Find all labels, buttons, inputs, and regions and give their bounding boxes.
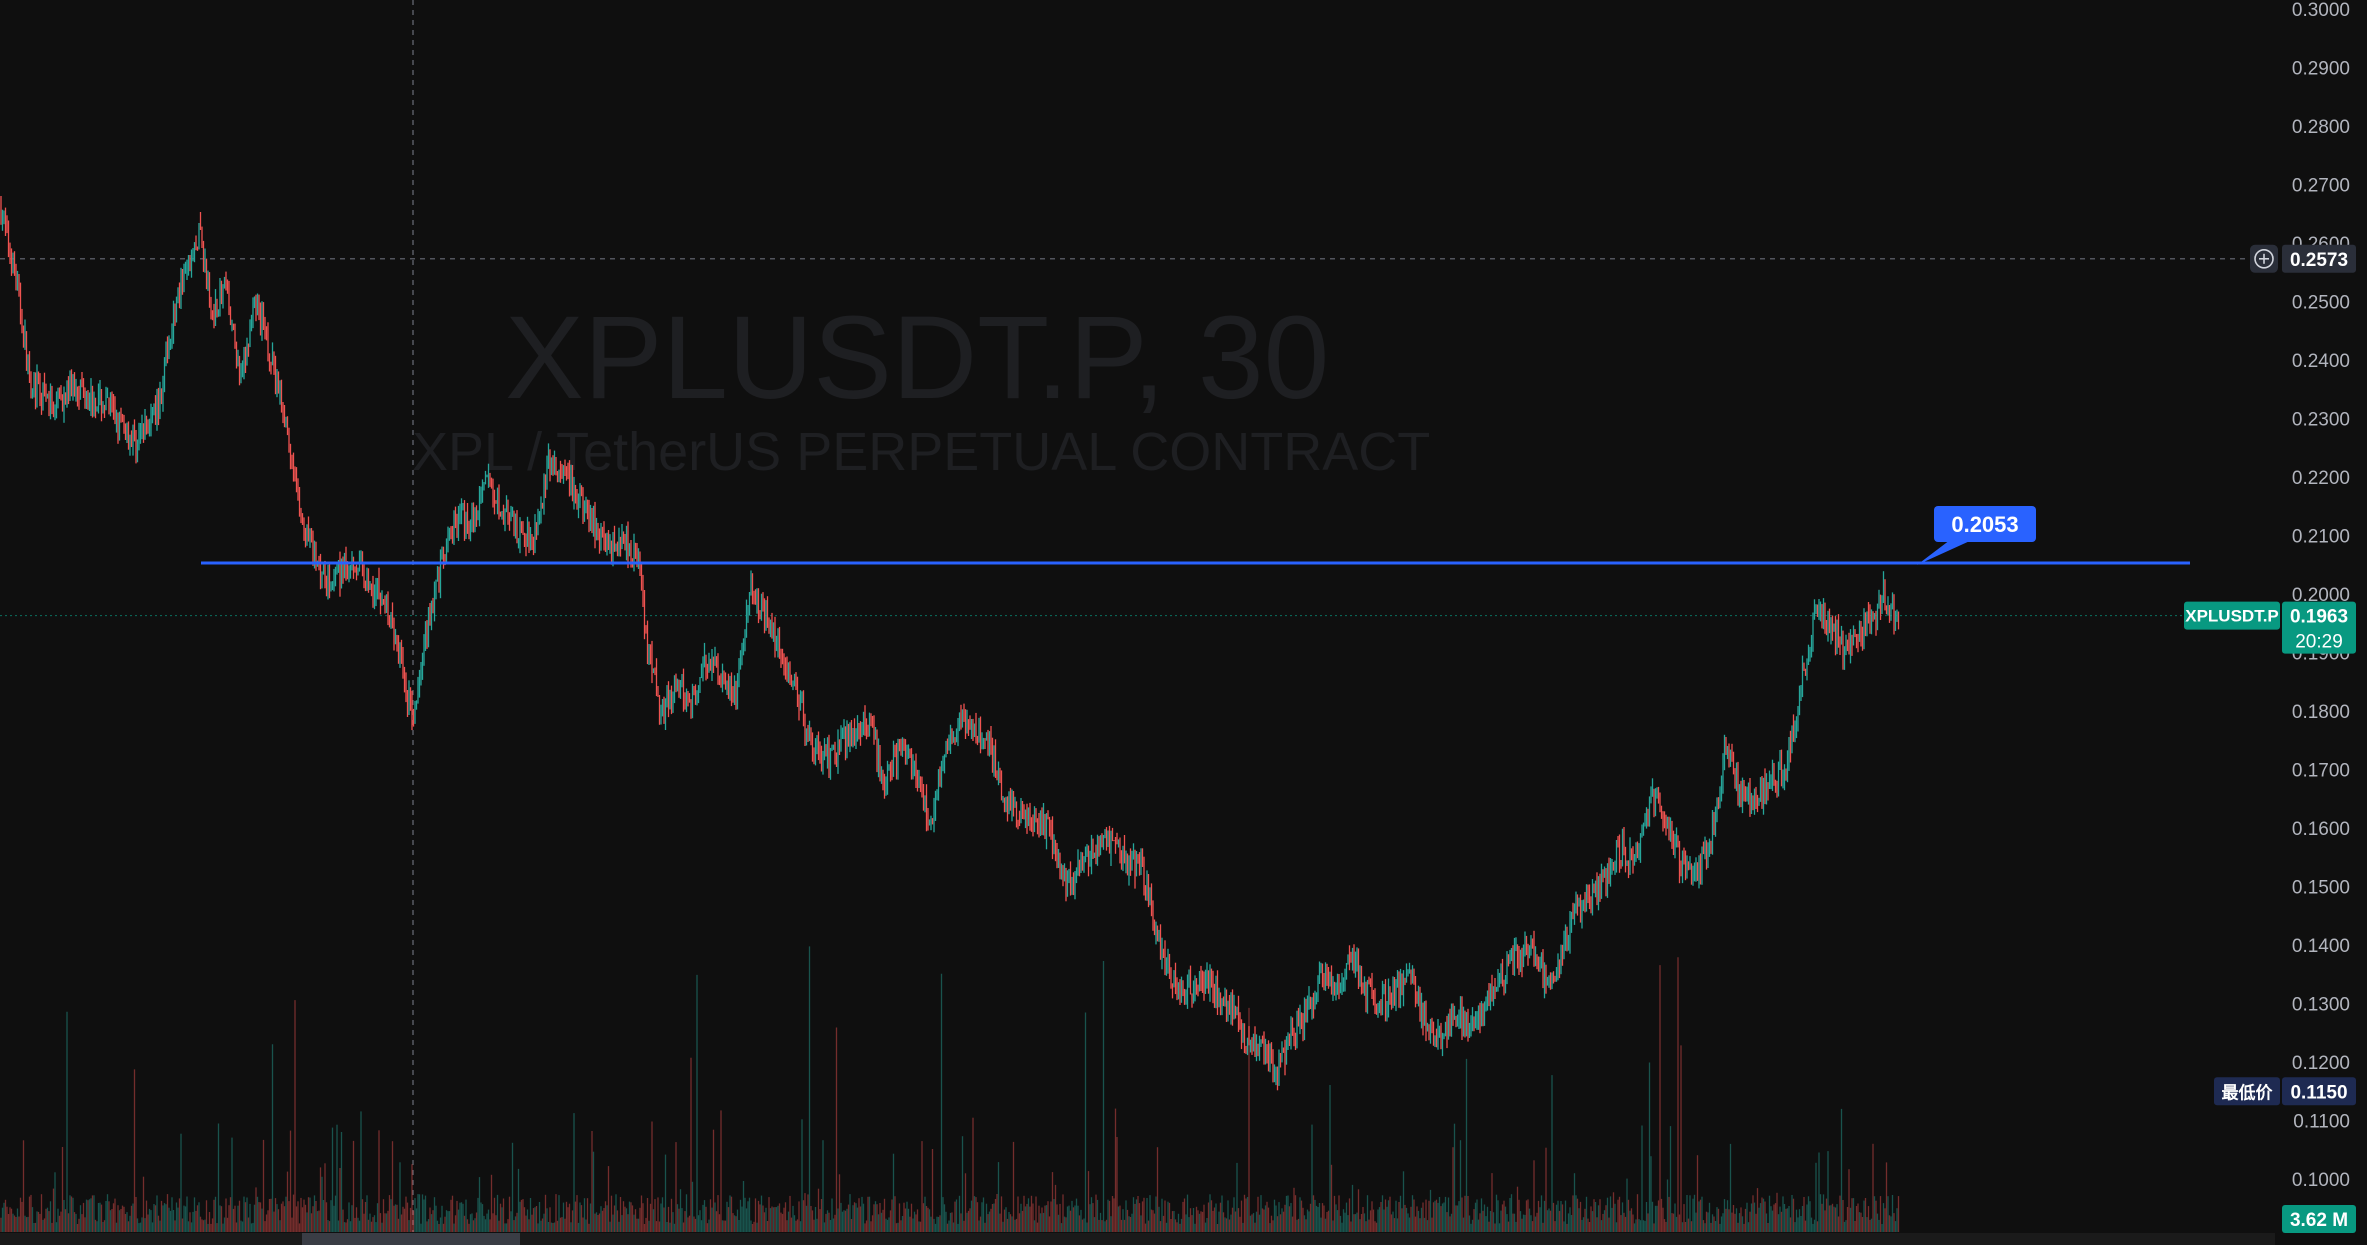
low-price-label-box xyxy=(2214,1077,2280,1106)
price-axis[interactable]: 0.30000.29000.28000.27000.26000.25000.24… xyxy=(2292,0,2350,1191)
crosshair-price-box xyxy=(2282,244,2356,273)
current-price-box xyxy=(2282,601,2356,654)
price-axis-tick: 0.1300 xyxy=(2292,995,2350,1016)
price-axis-tick: 0.1800 xyxy=(2292,702,2350,723)
time-scroll-thumb[interactable] xyxy=(302,1233,520,1245)
price-axis-tick: 0.2300 xyxy=(2292,410,2350,431)
symbol-tag-text: XPLUSDT.P xyxy=(2185,607,2279,626)
price-callout-text: 0.2053 xyxy=(1951,512,2018,537)
price-axis-tick: 0.2200 xyxy=(2292,468,2350,489)
price-axis-tick: 0.1500 xyxy=(2292,878,2350,899)
candlesticks xyxy=(0,196,1900,1091)
price-axis-tick: 0.1200 xyxy=(2292,1053,2350,1074)
symbol-tag-box xyxy=(2184,601,2280,630)
price-axis-tick: 0.3000 xyxy=(2292,0,2350,21)
price-callout-box xyxy=(1934,506,2036,542)
price-callout[interactable]: 0.2053 xyxy=(1917,506,2036,565)
volume-tag: 3.62 M xyxy=(2282,1205,2356,1233)
low-price-value-box xyxy=(2282,1077,2356,1106)
watermark-symbol: XPLUSDT.P, 30 xyxy=(505,292,1329,424)
low-price-value-text: 0.1150 xyxy=(2290,1082,2347,1103)
price-axis-tick: 0.1600 xyxy=(2292,819,2350,840)
volume-bars xyxy=(0,946,1900,1232)
price-axis-tick: 0.2500 xyxy=(2292,293,2350,314)
crosshair-price-text: 0.2573 xyxy=(2290,250,2348,271)
price-callout-pointer xyxy=(1917,540,1972,565)
price-axis-tick: 0.1700 xyxy=(2292,761,2350,782)
price-axis-tick: 0.2000 xyxy=(2292,585,2350,606)
crosshair-price-tag: 0.2573 xyxy=(2250,244,2356,273)
price-axis-tick: 0.2700 xyxy=(2292,176,2350,197)
volume-tag-box xyxy=(2282,1205,2356,1233)
current-price-tag: XPLUSDT.P 0.1963 20:29 xyxy=(2184,601,2356,654)
price-axis-tick: 0.2800 xyxy=(2292,117,2350,138)
price-axis-tick: 0.1100 xyxy=(2293,1112,2350,1133)
low-price-label-text: 最低价 xyxy=(2222,1082,2274,1103)
price-axis-tick: 0.1400 xyxy=(2292,936,2350,957)
bar-countdown-text: 20:29 xyxy=(2295,632,2343,653)
low-price-tag: 最低价 0.1150 xyxy=(2214,1077,2356,1106)
price-axis-tick: 0.2900 xyxy=(2292,59,2350,80)
price-axis-tick: 0.1000 xyxy=(2292,1170,2350,1191)
current-price-text: 0.1963 xyxy=(2290,607,2348,628)
price-axis-tick: 0.2100 xyxy=(2292,527,2350,548)
time-scroll-track xyxy=(0,1233,2275,1245)
plus-circle-icon xyxy=(2254,248,2274,269)
price-axis-tick: 0.2400 xyxy=(2292,351,2350,372)
volume-tag-text: 3.62 M xyxy=(2290,1210,2348,1231)
watermark-description: XPL / TetherUS PERPETUAL CONTRACT xyxy=(412,422,1430,482)
